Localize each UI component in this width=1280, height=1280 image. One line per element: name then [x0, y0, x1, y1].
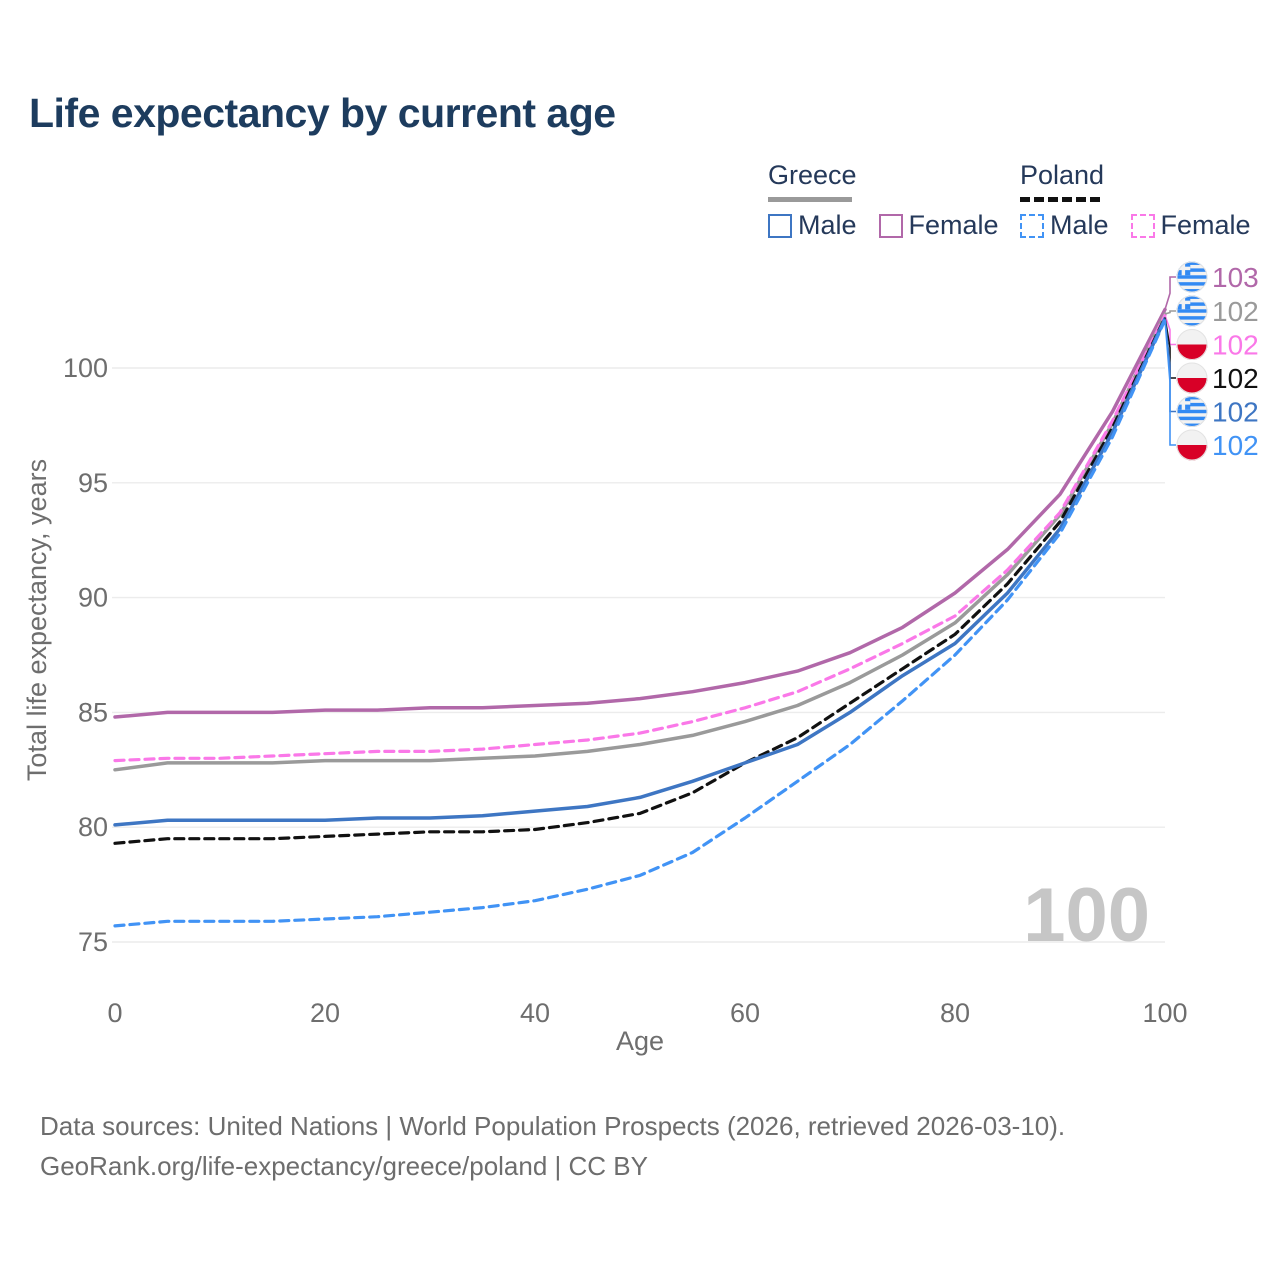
legend-country-greece: Greece [768, 160, 857, 190]
end-label-value-greece-total: 102 [1212, 296, 1259, 327]
legend-country-poland: Poland [1020, 160, 1105, 190]
x-tick-100: 100 [1142, 998, 1187, 1028]
end-label-connector-poland-male [1164, 319, 1176, 446]
y-tick-80: 80 [78, 812, 108, 842]
poland-male-swatch-icon [1020, 213, 1044, 238]
x-tick-40: 40 [520, 998, 550, 1028]
y-tick-90: 90 [78, 583, 108, 613]
poland-flag-icon [1176, 429, 1208, 461]
poland-flag-icon [1176, 362, 1208, 394]
poland-flag-icon [1176, 329, 1208, 360]
x-axis-title: Age [616, 1026, 664, 1056]
line-poland-total[interactable] [113, 315, 1167, 845]
end-label-value-poland-female: 102 [1212, 330, 1259, 361]
greece-flag-icon [1176, 295, 1208, 327]
y-axis-tick-labels: 75 80 85 90 95 100 [63, 353, 108, 957]
y-tick-75: 75 [78, 927, 108, 957]
x-tick-80: 80 [940, 998, 970, 1028]
watermark-100: 100 [1023, 873, 1150, 958]
line-greece-total[interactable] [113, 312, 1167, 772]
legend-item-poland-female[interactable]: Female [1130, 210, 1251, 241]
gridlines [112, 367, 1165, 943]
end-label-connector-poland-female [1164, 314, 1176, 346]
legend-group-greece: Greece Male Female [768, 160, 999, 241]
y-tick-85: 85 [78, 697, 108, 727]
poland-female-swatch-icon [1130, 213, 1155, 238]
line-greece-female[interactable] [113, 307, 1167, 719]
data-sources-line: Data sources: United Nations | World Pop… [40, 1111, 1066, 1141]
series-lines [113, 307, 1167, 928]
y-tick-100: 100 [63, 353, 108, 383]
end-label-value-greece-male: 102 [1212, 397, 1259, 428]
greece-solid-line-style-icon [768, 197, 852, 202]
line-poland-female[interactable] [113, 313, 1167, 763]
x-axis-tick-labels: 0 20 40 60 80 100 [107, 998, 1187, 1028]
y-tick-95: 95 [78, 468, 108, 498]
end-label-connector-greece-female [1164, 276, 1176, 310]
page-title: Life expectancy by current age [29, 90, 616, 136]
poland-dashed-line-style-icon [1020, 197, 1100, 202]
end-label-connector-greece-total [1164, 310, 1176, 315]
chart-footer: Data sources: United Nations | World Pop… [40, 1106, 1240, 1186]
end-label-value-poland-male: 102 [1212, 430, 1259, 461]
x-tick-20: 20 [310, 998, 340, 1028]
legend-label-poland-female: Female [1160, 210, 1251, 240]
legend-group-poland: Poland Male Female [1020, 160, 1251, 241]
end-label-value-poland-total: 102 [1212, 363, 1259, 394]
x-tick-0: 0 [107, 998, 122, 1028]
legend-item-greece-male[interactable]: Male [768, 210, 857, 241]
legend-label-greece-male: Male [798, 210, 857, 240]
x-tick-60: 60 [730, 998, 760, 1028]
line-poland-male[interactable] [113, 318, 1167, 928]
legend-label-poland-male: Male [1050, 210, 1109, 240]
greece-flag-icon [1176, 396, 1208, 427]
line-greece-male[interactable] [113, 316, 1167, 827]
y-axis-title: Total life expectancy, years [22, 459, 52, 781]
greece-female-swatch-icon [878, 213, 903, 238]
end-label-value-greece-female: 103 [1212, 262, 1259, 293]
legend-item-greece-female[interactable]: Female [878, 210, 999, 241]
greece-male-swatch-icon [768, 213, 792, 238]
legend-item-poland-male[interactable]: Male [1020, 210, 1109, 241]
greece-flag-icon [1176, 261, 1208, 293]
attribution-line: GeoRank.org/life-expectancy/greece/polan… [40, 1151, 648, 1181]
legend-label-greece-female: Female [908, 210, 999, 240]
chart-legend: Greece Male Female Poland Male Female [0, 160, 1280, 250]
